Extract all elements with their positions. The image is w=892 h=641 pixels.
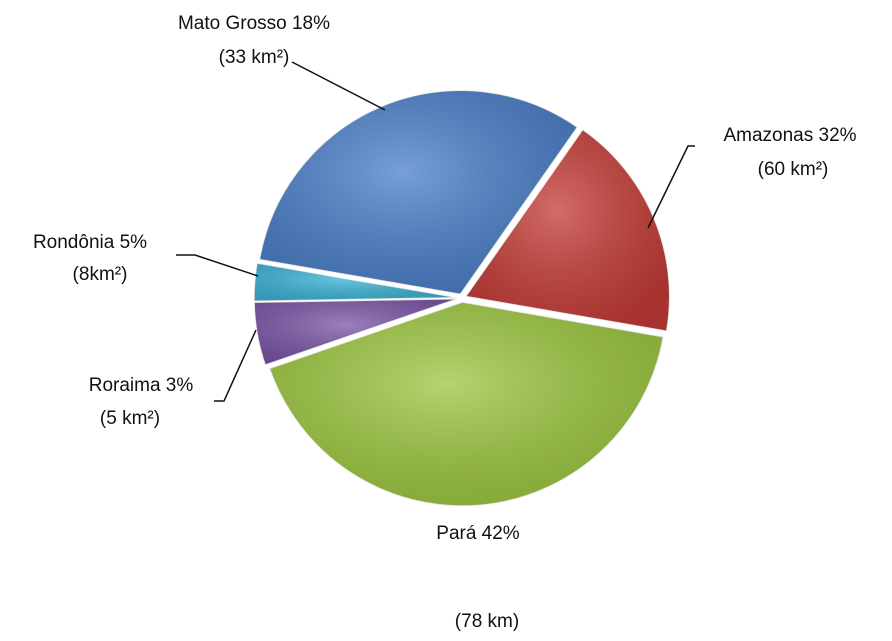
slice-label: (78 km) xyxy=(455,611,519,632)
slice-label: (33 km²) xyxy=(219,47,290,68)
leader-line xyxy=(176,254,259,277)
leader-line xyxy=(214,329,257,402)
slice-label: Amazonas 32% xyxy=(723,125,856,146)
slice-label: (60 km²) xyxy=(758,159,829,180)
leader-line xyxy=(291,61,386,111)
slice-shade xyxy=(465,129,670,332)
slice-label: Pará 42% xyxy=(436,523,520,544)
pie xyxy=(253,89,671,507)
slice-shade xyxy=(254,298,459,366)
slice-label: Rondônia 5% xyxy=(33,232,147,253)
slice-shade xyxy=(259,90,578,295)
slice-shade xyxy=(269,301,664,506)
slice-shade xyxy=(254,262,459,302)
slice-label: Mato Grosso 18% xyxy=(178,13,330,34)
slice-label: (5 km²) xyxy=(100,408,160,429)
slice-label: Roraima 3% xyxy=(89,375,194,396)
slice-label: (8km²) xyxy=(73,264,128,285)
leader-line xyxy=(647,145,695,229)
